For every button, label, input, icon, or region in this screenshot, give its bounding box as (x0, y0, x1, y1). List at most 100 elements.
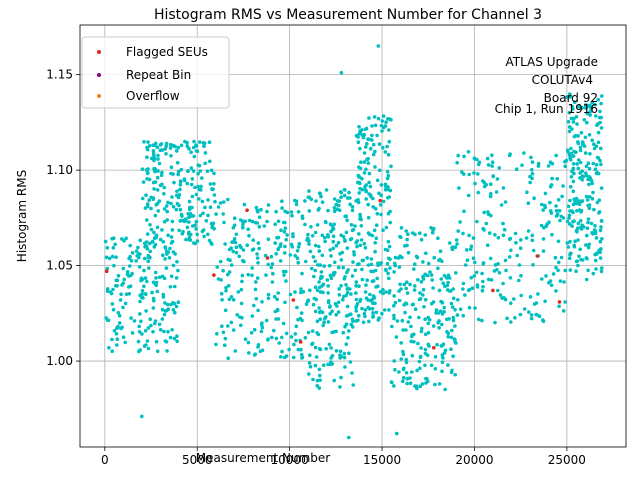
data-point (266, 296, 271, 301)
data-point (554, 289, 558, 293)
data-point (420, 382, 425, 386)
data-point (300, 355, 305, 360)
data-point (284, 279, 288, 283)
data-point (404, 229, 409, 233)
data-point (442, 273, 447, 278)
data-point (148, 317, 152, 322)
data-point (592, 142, 596, 146)
data-point (400, 255, 404, 260)
data-point (599, 269, 604, 274)
data-point (458, 220, 462, 224)
data-point (191, 224, 195, 228)
data-point (275, 235, 279, 240)
data-point (389, 118, 393, 122)
data-point (246, 227, 250, 232)
data-point (541, 249, 546, 253)
data-point (580, 106, 584, 110)
data-point (144, 343, 148, 347)
data-point (174, 304, 179, 309)
data-point (377, 142, 382, 146)
data-point (437, 319, 441, 323)
data-point (311, 255, 316, 259)
data-point (568, 268, 573, 272)
data-point (381, 291, 385, 296)
data-point (328, 362, 333, 367)
data-point (472, 157, 477, 161)
data-point (130, 331, 135, 335)
data-point (560, 194, 564, 199)
data-point (384, 225, 389, 230)
data-point (505, 316, 509, 321)
data-point (296, 260, 301, 265)
data-point (405, 280, 409, 285)
data-point (245, 243, 249, 247)
data-point (571, 120, 576, 124)
data-point (455, 313, 460, 317)
data-point (584, 174, 589, 178)
data-point (365, 256, 370, 260)
data-point (191, 241, 196, 245)
data-point (558, 279, 563, 283)
data-point (357, 284, 361, 289)
data-point (376, 263, 380, 268)
data-point (269, 265, 274, 270)
data-point (351, 260, 355, 264)
data-point (183, 139, 187, 144)
data-point (208, 205, 213, 209)
data-point (197, 197, 201, 201)
data-point (550, 232, 554, 237)
data-point (318, 317, 323, 322)
data-point (306, 298, 311, 303)
data-point (128, 243, 132, 248)
data-point (175, 334, 179, 339)
data-point (179, 167, 183, 172)
data-point (574, 228, 579, 233)
data-point (279, 355, 283, 359)
data-point (173, 284, 177, 289)
data-point (294, 202, 299, 207)
data-point (528, 180, 532, 185)
data-point (509, 301, 513, 306)
data-point (363, 314, 367, 319)
data-point (418, 366, 422, 371)
data-point (596, 122, 600, 126)
data-point (256, 308, 260, 313)
data-point (548, 200, 552, 205)
data-point (164, 249, 169, 254)
data-point (159, 173, 164, 177)
data-point (145, 339, 150, 343)
data-point (482, 210, 487, 215)
data-point (177, 228, 181, 233)
data-point (575, 162, 579, 166)
data-point (413, 262, 417, 267)
data-point (384, 290, 388, 294)
data-point (500, 296, 504, 300)
data-point (334, 313, 339, 317)
data-point (599, 225, 603, 229)
data-point (366, 157, 370, 161)
data-point (530, 172, 535, 176)
data-point (517, 263, 522, 267)
data-point (590, 100, 594, 105)
data-point (195, 232, 199, 237)
data-point (543, 191, 548, 196)
data-point (436, 236, 440, 240)
x-axis-label: Measurement Number (196, 451, 330, 465)
data-point (160, 307, 165, 312)
data-point (587, 242, 591, 247)
data-point (377, 168, 382, 173)
data-point (467, 233, 471, 238)
data-point (406, 232, 410, 236)
data-point (176, 145, 181, 150)
data-point (561, 184, 565, 188)
data-point (501, 186, 506, 190)
data-point (240, 279, 244, 284)
data-point (160, 317, 165, 321)
data-point (374, 207, 378, 211)
data-point (441, 342, 446, 347)
data-point (296, 347, 301, 352)
data-point (129, 316, 133, 320)
data-point (569, 175, 574, 179)
data-point (568, 92, 572, 96)
data-point (371, 311, 375, 315)
